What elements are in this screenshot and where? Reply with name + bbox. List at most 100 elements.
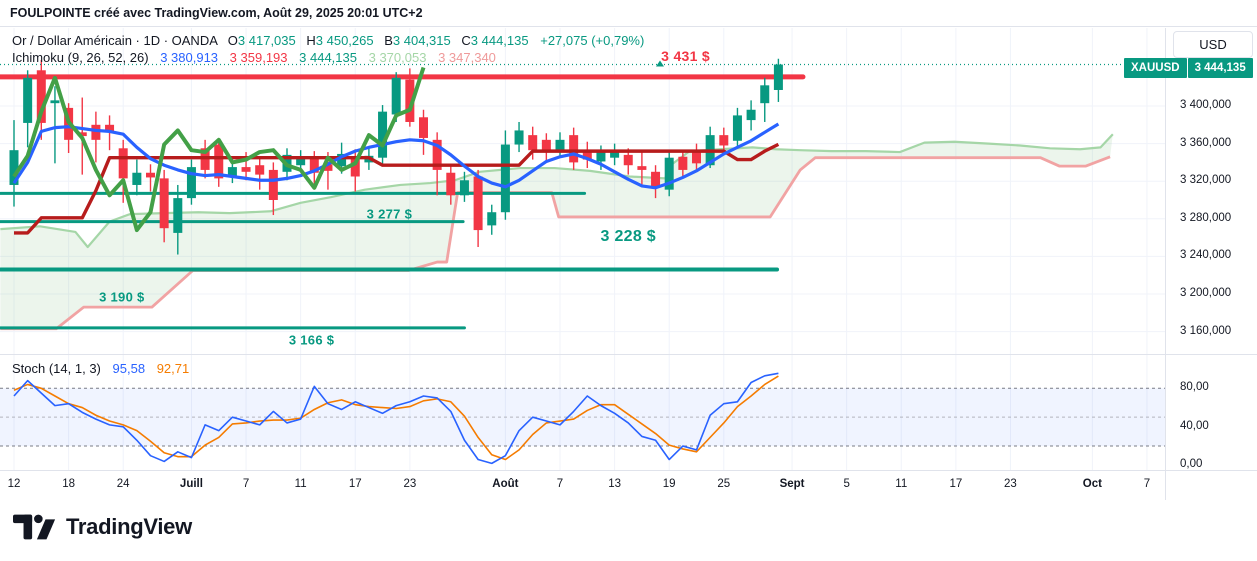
symbol-title[interactable]: Or / Dollar Américain · 1D · OANDA [12,33,218,48]
price-annotation-label: 3 431 $ [661,48,710,65]
ichimoku-cloud [0,134,1113,329]
candle-body [651,171,661,188]
currency-usd-label: USD [1199,37,1227,52]
candle-body [487,212,497,226]
candle-body [105,124,115,133]
currency-usd-button[interactable]: USD [1173,31,1253,58]
last-price-badge-value: 3 444,135 [1187,58,1253,78]
price-annotation-label: 3 228 $ [600,227,656,245]
candle-body [405,79,415,122]
stoch-k-value: 95,58 [112,361,146,376]
candle-body [214,144,224,179]
candle-body [555,139,565,151]
tradingview-logo-text: TradingView [66,514,192,539]
price-axis-label: 3 160,000 [1180,324,1232,337]
candle-body [596,152,606,162]
high-label: H [306,33,316,48]
time-axis-label: 17 [949,478,963,490]
time-axis-label: 5 [843,478,850,490]
stoch-legend: Stoch (14, 1, 3) 95,58 92,71 [12,361,189,376]
candle-body [459,180,469,196]
candle-body [760,85,770,104]
price-axis-label: 3 320,000 [1180,174,1232,187]
candle-body [719,135,729,146]
candle-body [678,156,688,170]
candle-body [528,135,538,151]
time-axis-label: 11 [895,478,908,490]
candle-body [432,139,442,170]
last-price-badge[interactable]: XAUUSD 3 444,135 [1124,58,1253,78]
time-axis-label: 18 [62,478,75,490]
price-axis-label: 3 240,000 [1180,249,1232,262]
ichimoku-chikou-value: 3 444,135 [299,50,357,65]
price-annotation-label: 3 166 $ [288,332,335,348]
indicator-axis-label: 40,00 [1180,419,1209,432]
candle-body [746,109,756,121]
time-axis-label: 19 [662,478,676,490]
time-axis-label: 7 [242,478,250,490]
candle-body [268,169,278,200]
candle-body [541,139,551,153]
time-axis-label: 7 [556,478,564,490]
stoch-d-value: 92,71 [156,361,190,376]
candle-body [692,150,701,164]
price-line-arrow-icon [656,60,664,67]
candle-body [50,100,60,104]
candle-body [23,77,33,123]
candle-body [118,148,128,179]
ichimoku-legend: Ichimoku (9, 26, 52, 26) 3 380,913 3 359… [12,50,496,65]
low-label: B [384,33,393,48]
close-value: 3 444,135 [470,33,529,48]
low-value: 3 404,315 [392,33,451,48]
tradingview-logo[interactable]: TradingView [13,513,192,541]
time-axis-label: 25 [717,478,731,490]
candle-body [378,111,388,158]
candle-body [773,64,783,90]
open-label: O [227,33,238,48]
time-axis-label: Oct [1082,478,1102,490]
candle-body [732,115,742,141]
ichimoku-tenkan-value: 3 380,913 [160,50,219,65]
ichimoku-kijun-value: 3 359,193 [229,50,288,65]
time-axis-label: Sept [779,478,805,490]
candle-body [9,150,19,185]
last-price-badge-symbol: XAUUSD [1124,58,1187,78]
ichimoku-senkou-b-value: 3 347,340 [438,50,496,65]
chikou-line [12,66,426,233]
time-axis-label: Juill [179,478,203,490]
indicator-axis-label: 0,00 [1180,458,1203,471]
candle-body [255,165,265,175]
candle-body [350,157,360,177]
stoch-k-line [13,372,779,465]
time-axis-divider [0,470,1257,471]
time-axis-label: 17 [348,478,362,490]
tenkan-line [12,122,780,190]
price-axis-label: 3 360,000 [1180,136,1232,149]
ichimoku-senkou-a-value: 3 370,053 [368,50,427,65]
candle-body [664,157,674,190]
time-axis-label: Août [492,478,519,490]
candle-body [159,178,169,229]
time-axis-label: 7 [1143,478,1151,490]
time-axis-label: 11 [294,478,307,490]
candle-body [419,117,428,138]
stoch-label[interactable]: Stoch (14, 1, 3) [12,361,101,376]
pane-divider[interactable] [0,354,1257,355]
price-annotation-label: 3 277 $ [366,206,413,222]
price-axis-label: 3 400,000 [1180,99,1232,111]
candle-body [337,153,347,167]
price-axis-divider [1165,28,1166,500]
candle-body [186,167,196,199]
indicator-axis-label: 80,00 [1180,381,1209,394]
candle-body [446,172,456,196]
candle-body [132,172,142,185]
candle-body [296,157,306,166]
close-label: C [461,33,471,48]
kijun-line [14,142,780,235]
candle-body [569,135,579,163]
candle-body [77,132,87,137]
candle-body [623,154,633,166]
ichimoku-label[interactable]: Ichimoku (9, 26, 52, 26) [12,50,149,65]
